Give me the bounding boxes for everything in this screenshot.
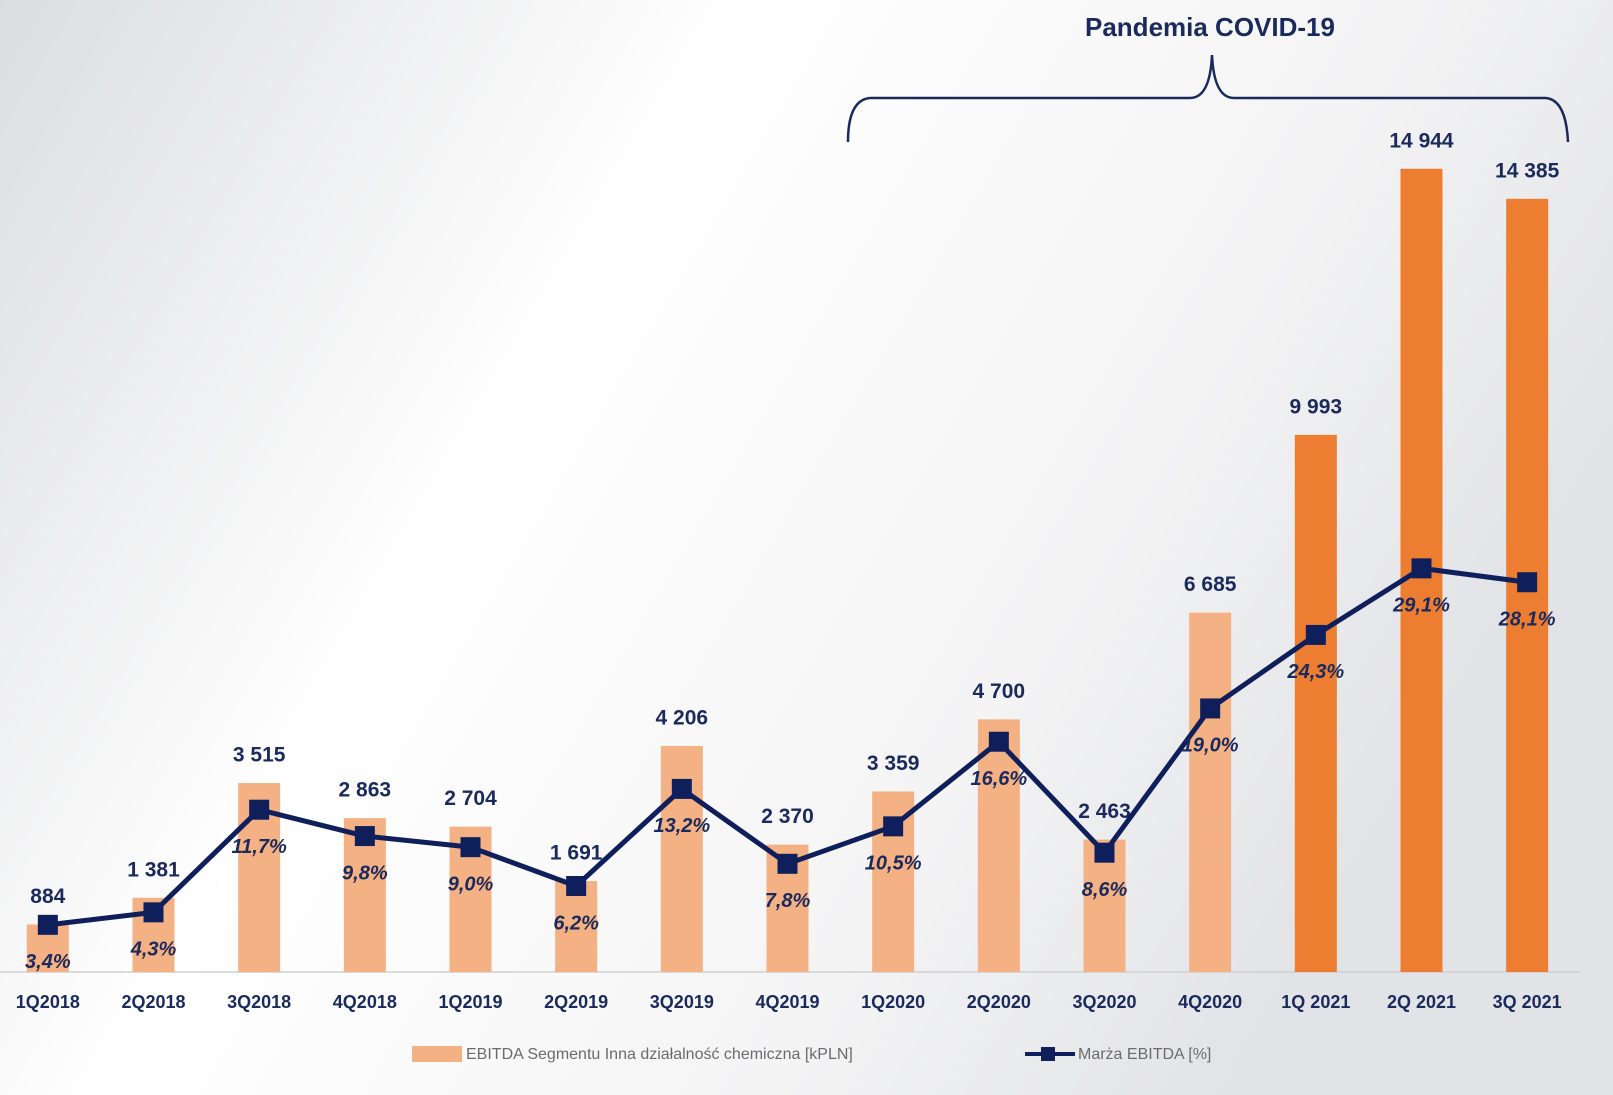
- legend-label: Marża EBITDA [%]: [1078, 1046, 1211, 1063]
- line-marker: [566, 876, 587, 896]
- bar-value-label: 2 704: [444, 787, 497, 810]
- line-marker: [354, 826, 375, 847]
- x-tick-label: 4Q2019: [755, 992, 819, 1012]
- line-value-label: 16,6%: [970, 768, 1027, 790]
- line-value-label: 9,0%: [448, 873, 494, 895]
- line-value-label: 11,7%: [232, 836, 287, 858]
- line-marker: [143, 902, 164, 923]
- x-tick-label: 4Q2020: [1178, 992, 1242, 1012]
- line-marker: [1517, 572, 1538, 593]
- line-marker: [37, 914, 58, 935]
- line-value-label: 7,8%: [765, 890, 811, 912]
- x-tick-label: 1Q2020: [861, 992, 925, 1012]
- x-tick-label: 1Q2019: [438, 992, 502, 1012]
- bar-value-label: 6 685: [1184, 573, 1237, 596]
- bar-value-label: 3 515: [233, 744, 286, 767]
- x-tick-label: 2Q2020: [967, 992, 1031, 1012]
- line-marker: [1094, 842, 1115, 863]
- line-value-label: 28,1%: [1498, 609, 1556, 631]
- line-value-label: 19,0%: [1182, 735, 1239, 757]
- line-marker: [1305, 624, 1326, 645]
- line-value-label: 29,1%: [1392, 595, 1450, 617]
- line-value-label: 24,3%: [1286, 661, 1344, 683]
- annotation: Pandemia COVID-19: [1085, 12, 1335, 42]
- x-tick-label: 1Q2018: [16, 992, 80, 1012]
- line-value-label: 3,4%: [25, 951, 71, 973]
- bar: [977, 719, 1020, 972]
- line-value-label: 9,8%: [342, 862, 388, 884]
- x-tick-label: 3Q2019: [650, 992, 714, 1012]
- x-tick-label: 2Q 2021: [1387, 992, 1456, 1012]
- x-tick-label: 3Q2020: [1072, 992, 1136, 1012]
- legend-label: EBITDA Segmentu Inna działalność chemicz…: [466, 1046, 853, 1063]
- bar-value-label: 4 700: [973, 680, 1026, 703]
- bar-value-label: 1 691: [550, 842, 603, 865]
- bar-value-label: 2 370: [761, 805, 814, 828]
- bar-value-label: 2 463: [1078, 800, 1131, 823]
- bar-value-label: 14 385: [1495, 159, 1560, 182]
- line-value-label: 6,2%: [553, 912, 599, 934]
- line-marker: [249, 799, 270, 820]
- bar-value-label: 1 381: [127, 858, 180, 881]
- x-tick-label: 2Q2018: [121, 992, 185, 1012]
- bar: [555, 881, 598, 972]
- bar-value-label: 9 993: [1290, 395, 1343, 418]
- line-marker: [777, 853, 798, 874]
- line-value-label: 8,6%: [1082, 879, 1128, 901]
- line-marker: [883, 816, 904, 837]
- bar-value-label: 14 944: [1389, 129, 1454, 152]
- line-value-label: 10,5%: [865, 853, 922, 875]
- x-tick-label: 4Q2018: [333, 992, 397, 1012]
- bar-value-label: 4 206: [656, 706, 709, 729]
- brace: [846, 54, 1570, 143]
- line-marker: [460, 837, 481, 858]
- legend-marker: [1041, 1047, 1055, 1061]
- line-value-label: 4,3%: [130, 939, 177, 961]
- bar: [1189, 612, 1232, 972]
- bar-value-label: 3 359: [867, 752, 920, 775]
- x-tick-label: 3Q2018: [227, 992, 291, 1012]
- bar: [1294, 434, 1337, 973]
- legend-swatch: [412, 1046, 462, 1062]
- x-tick-label: 1Q 2021: [1281, 992, 1350, 1012]
- bar-value-label: 2 863: [339, 779, 392, 802]
- line-marker: [671, 778, 692, 799]
- line-marker: [1411, 558, 1432, 579]
- line-marker: [988, 731, 1009, 752]
- line-marker: [1200, 698, 1221, 719]
- bar-value-label: 884: [30, 885, 65, 908]
- line-value-label: 13,2%: [653, 815, 710, 837]
- x-tick-label: 3Q 2021: [1493, 992, 1562, 1012]
- x-tick-label: 2Q2019: [544, 992, 608, 1012]
